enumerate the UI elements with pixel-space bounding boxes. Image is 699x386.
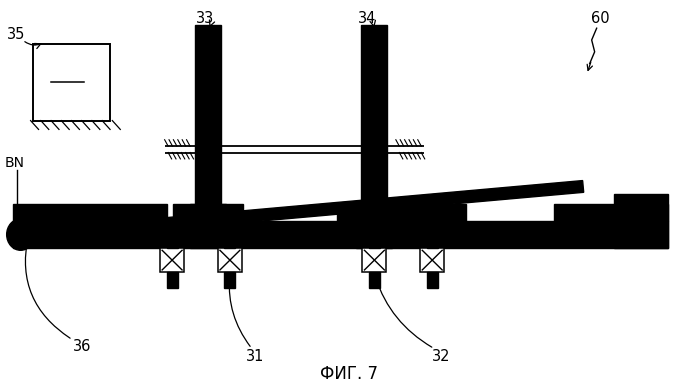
Bar — [195, 25, 221, 232]
Polygon shape — [141, 181, 584, 232]
Bar — [356, 204, 392, 248]
Bar — [173, 204, 243, 221]
Bar — [160, 248, 184, 272]
Text: BN: BN — [5, 156, 24, 170]
Bar — [13, 221, 668, 248]
Bar — [554, 204, 668, 221]
Text: 60: 60 — [591, 11, 610, 26]
Text: 36: 36 — [73, 339, 92, 354]
Text: ФИГ. 7: ФИГ. 7 — [321, 365, 378, 383]
Text: 33: 33 — [196, 11, 214, 26]
Bar — [426, 272, 438, 288]
Bar — [166, 221, 178, 248]
Bar — [218, 248, 242, 272]
Bar — [369, 221, 380, 248]
Bar — [336, 204, 466, 221]
Bar — [426, 221, 438, 248]
Text: 32: 32 — [432, 349, 450, 364]
Ellipse shape — [7, 219, 34, 250]
Bar — [166, 272, 178, 288]
Text: 31: 31 — [245, 349, 264, 364]
Bar — [363, 248, 387, 272]
Text: 34: 34 — [359, 11, 377, 26]
Text: 35: 35 — [6, 27, 25, 42]
Bar — [224, 221, 236, 248]
Bar — [224, 272, 236, 288]
Bar — [420, 248, 444, 272]
Bar — [33, 44, 110, 120]
Bar — [361, 25, 387, 232]
Bar — [614, 194, 668, 248]
Bar — [190, 204, 226, 248]
Bar — [13, 204, 167, 221]
Bar — [369, 272, 380, 288]
